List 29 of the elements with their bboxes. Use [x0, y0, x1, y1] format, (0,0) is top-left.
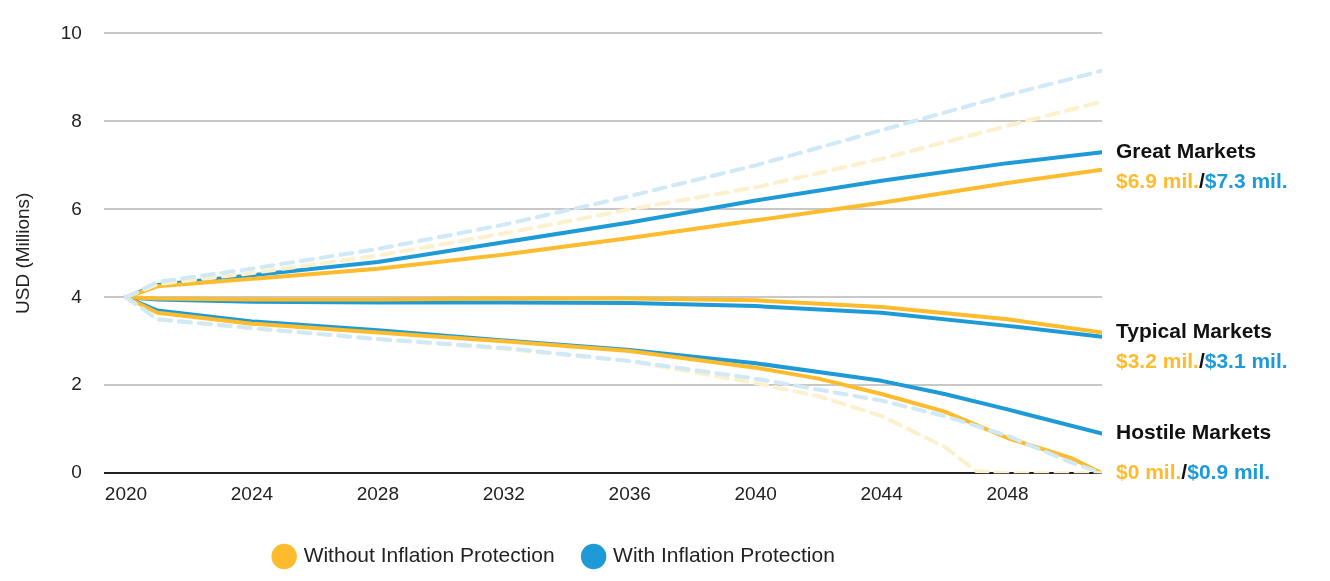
text: $0 mil.	[1116, 460, 1182, 483]
y-tick-label: 2	[71, 373, 82, 395]
text: /	[1198, 349, 1205, 373]
text: $0.9 mil.	[1187, 460, 1271, 483]
x-tick-label: 2036	[608, 482, 651, 504]
text: $7.3 mil.	[1204, 168, 1288, 192]
y-tick-label: 0	[71, 461, 82, 483]
legend-label: Without Inflation Protection	[303, 543, 555, 567]
text: $6.9 mil.	[1116, 168, 1199, 192]
text: Hostile Markets	[1116, 420, 1272, 444]
y-tick-label: 4	[71, 285, 83, 307]
text: /	[1181, 460, 1188, 483]
x-tick-label: 2048	[986, 482, 1029, 504]
text: $3.1 mil.	[1204, 349, 1288, 373]
y-tick-label: 6	[71, 197, 82, 219]
text: $3.2 mil.	[1116, 349, 1199, 373]
x-tick-label: 2032	[482, 482, 525, 504]
x-tick-label: 2020	[104, 482, 148, 504]
text: Great Markets	[1116, 138, 1257, 162]
x-tick-label: 2028	[356, 482, 399, 504]
y-tick-label: 10	[60, 21, 82, 43]
x-tick-label: 2044	[860, 482, 904, 504]
y-axis-title: USD (Millions)	[11, 192, 33, 314]
x-tick-label: 2040	[734, 482, 777, 504]
legend-label: With Inflation Protection	[613, 543, 835, 567]
text: Typical Markets	[1116, 319, 1273, 343]
text: /	[1198, 168, 1205, 192]
x-tick-label: 2024	[230, 482, 274, 504]
y-tick-label: 8	[71, 109, 82, 131]
